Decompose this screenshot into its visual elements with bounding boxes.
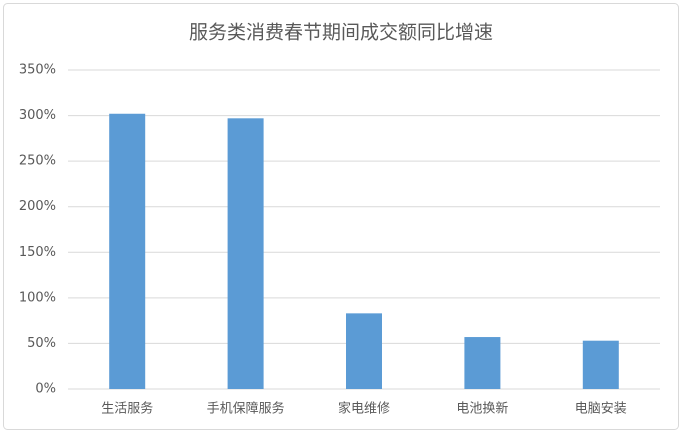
chart-border: [3, 3, 679, 430]
y-tick-label: 250%: [19, 154, 56, 169]
y-tick-label: 300%: [19, 108, 56, 123]
y-tick-label: 350%: [19, 63, 56, 78]
bar: [227, 118, 264, 389]
x-tick-label: 电池换新: [456, 401, 508, 417]
x-tick-label: 电脑安装: [575, 402, 627, 417]
x-tick-label: 生活服务: [101, 401, 153, 417]
bar: [109, 113, 146, 390]
bar: [346, 313, 382, 389]
x-tick-label: 家电维修: [338, 401, 390, 417]
bar: [464, 337, 501, 389]
bar: [582, 340, 619, 389]
y-tick-label: 150%: [19, 245, 56, 260]
y-tick-label: 200%: [19, 199, 56, 214]
y-tick-label: 100%: [19, 290, 56, 305]
y-tick-label: 50%: [27, 336, 56, 351]
y-tick-label: 0%: [35, 382, 56, 397]
x-tick-label: 手机保障服务: [207, 401, 285, 417]
chart-title: 服务类消费春节期间成交额同比增速: [189, 22, 493, 44]
